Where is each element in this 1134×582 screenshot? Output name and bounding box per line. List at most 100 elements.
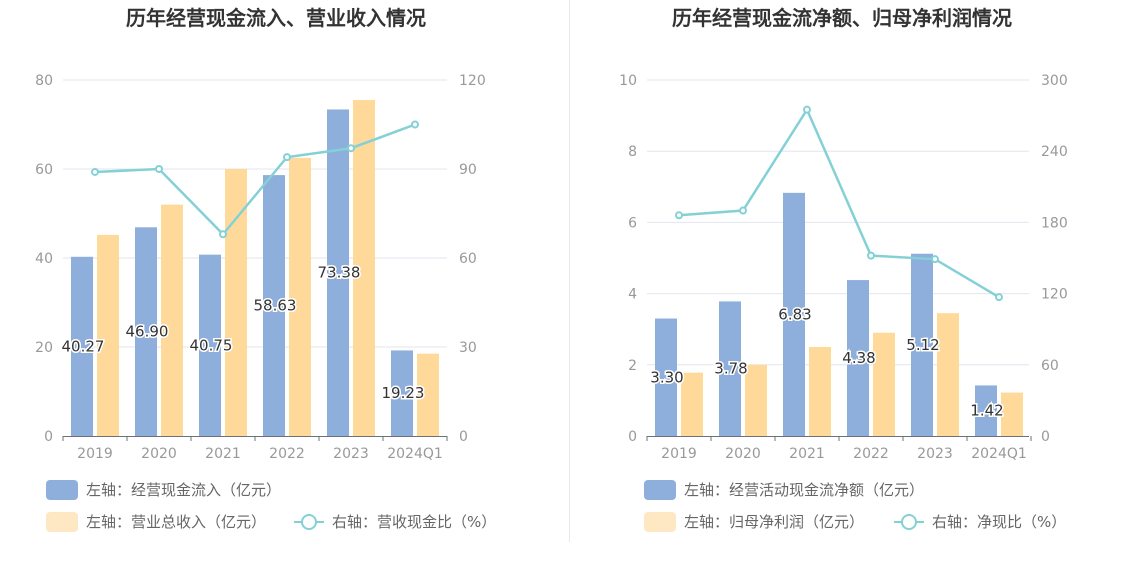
bar-data-label: 3.30 <box>650 368 683 386</box>
bar-revenue <box>289 157 311 436</box>
x-axis-category-label: 2019 <box>77 446 113 462</box>
ratio-point <box>219 230 227 239</box>
left-axis-tick-label: 2 <box>628 358 637 374</box>
x-axis-category-label: 2024Q1 <box>387 446 443 462</box>
legend-swatch <box>46 480 78 500</box>
bar-net-profit <box>937 313 959 436</box>
bar-data-label: 46.90 <box>126 323 169 341</box>
ratio-line <box>678 107 1000 299</box>
legend-swatch <box>644 480 676 500</box>
bar-revenue <box>97 234 119 436</box>
left-axis-tick-label: 0 <box>44 429 53 445</box>
bar-net-cashflow <box>783 192 805 436</box>
right-chart: 历年经营现金流净额、归母净利润情况 0 2 4 6 8 10 0 60 120 180 240 300… <box>619 6 1068 532</box>
left-axis-tick-label: 0 <box>628 429 637 445</box>
right-axis-tick-label: 0 <box>1041 429 1050 445</box>
ratio-point <box>411 120 419 129</box>
ratio-point <box>739 206 747 215</box>
right-axis-tick-label: 0 <box>459 429 468 445</box>
left-chart-title: 历年经营现金流入、营业收入情况 <box>126 6 426 30</box>
bar-data-label: 5.12 <box>906 336 939 354</box>
bar-net-profit <box>1001 392 1023 436</box>
bar-net-cashflow <box>847 280 869 436</box>
x-axis-category-label: 2020 <box>725 446 761 462</box>
bar-data-label: 4.38 <box>842 349 875 367</box>
legend-swatch <box>644 512 676 532</box>
ratio-point <box>803 105 811 114</box>
ratio-point <box>867 251 875 260</box>
x-axis-category-label: 2022 <box>269 446 305 462</box>
bar-net-profit <box>873 332 895 436</box>
ratio-point <box>995 293 1003 302</box>
right-axis-tick-label: 120 <box>1041 287 1068 303</box>
bar-net-profit <box>745 364 767 436</box>
bar-data-label: 40.75 <box>190 336 233 354</box>
ratio-point <box>347 144 355 153</box>
right-axis-tick-label: 240 <box>1041 144 1068 160</box>
bar-net-profit <box>681 372 703 436</box>
ratio-point <box>91 167 99 176</box>
bar-net-cashflow <box>719 301 741 436</box>
x-axis-category-label: 2023 <box>333 446 369 462</box>
legend-label: 左轴：营业总收入（亿元） <box>86 513 266 531</box>
bar-data-label: 19.23 <box>382 384 425 402</box>
left-chart: 历年经营现金流入、营业收入情况 0 20 40 60 80 0 30 60 90 120 2019 2… <box>35 6 496 532</box>
x-axis-category-label: 2022 <box>853 446 889 462</box>
x-axis-category-label: 2024Q1 <box>971 446 1027 462</box>
right-axis-tick-label: 60 <box>1041 358 1059 374</box>
bar-data-label: 58.63 <box>254 297 297 315</box>
right-chart-title: 历年经营现金流净额、归母净利润情况 <box>672 6 1012 30</box>
ratio-line <box>94 123 416 237</box>
x-axis-category-label: 2021 <box>789 446 825 462</box>
right-axis-tick-label: 30 <box>459 340 477 356</box>
x-axis-category-label: 2020 <box>141 446 177 462</box>
left-axis-tick-label: 20 <box>35 340 53 356</box>
bar-cash-inflow <box>199 254 221 436</box>
right-axis-tick-label: 180 <box>1041 215 1068 231</box>
left-axis-tick-label: 10 <box>619 73 637 89</box>
legend-label: 右轴：净现比（%） <box>932 513 1066 531</box>
left-axis-tick-label: 80 <box>35 73 53 89</box>
bar-data-label: 6.83 <box>778 305 811 323</box>
bar-cash-inflow <box>135 227 157 436</box>
left-axis-tick-label: 8 <box>628 144 637 160</box>
bar-net-cashflow <box>911 253 933 436</box>
legend-label: 左轴：经营活动现金流净额（亿元） <box>684 481 924 499</box>
ratio-point <box>931 255 939 264</box>
bar-revenue <box>417 353 439 436</box>
bar-cash-inflow <box>71 256 93 436</box>
bar-net-profit <box>809 347 831 436</box>
bar-cash-inflow <box>327 109 349 437</box>
x-axis-category-label: 2021 <box>205 446 241 462</box>
bar-revenue <box>161 204 183 436</box>
bar-data-label: 40.27 <box>62 337 105 355</box>
left-axis-tick-label: 4 <box>628 287 637 303</box>
x-axis-category-label: 2023 <box>917 446 953 462</box>
legend-label: 左轴：归母净利润（亿元） <box>684 513 864 531</box>
legend-line-marker <box>301 514 317 530</box>
legend-line-marker <box>901 514 917 530</box>
right-axis-tick-label: 120 <box>459 73 486 89</box>
ratio-point <box>675 211 683 220</box>
bar-cash-inflow <box>391 350 413 436</box>
panel-divider <box>569 0 570 542</box>
x-axis-category-label: 2019 <box>661 446 697 462</box>
left-axis-tick-label: 6 <box>628 215 637 231</box>
ratio-point <box>155 165 163 173</box>
right-axis-tick-label: 60 <box>459 251 477 267</box>
bar-data-label: 73.38 <box>318 264 361 282</box>
bar-data-label: 3.78 <box>714 360 747 378</box>
bar-net-cashflow <box>655 318 677 436</box>
left-axis-tick-label: 40 <box>35 251 53 267</box>
bar-revenue <box>225 169 247 436</box>
legend-swatch <box>46 512 78 532</box>
bar-cash-inflow <box>263 175 285 436</box>
bar-net-cashflow <box>975 385 997 436</box>
bar-revenue <box>353 100 375 437</box>
legend-label: 左轴：经营现金流入（亿元） <box>86 481 281 499</box>
legend-label: 右轴：营收现金比（%） <box>332 513 496 531</box>
left-axis-tick-label: 60 <box>35 162 53 178</box>
right-axis-tick-label: 300 <box>1041 73 1068 89</box>
right-axis-tick-label: 90 <box>459 162 477 178</box>
